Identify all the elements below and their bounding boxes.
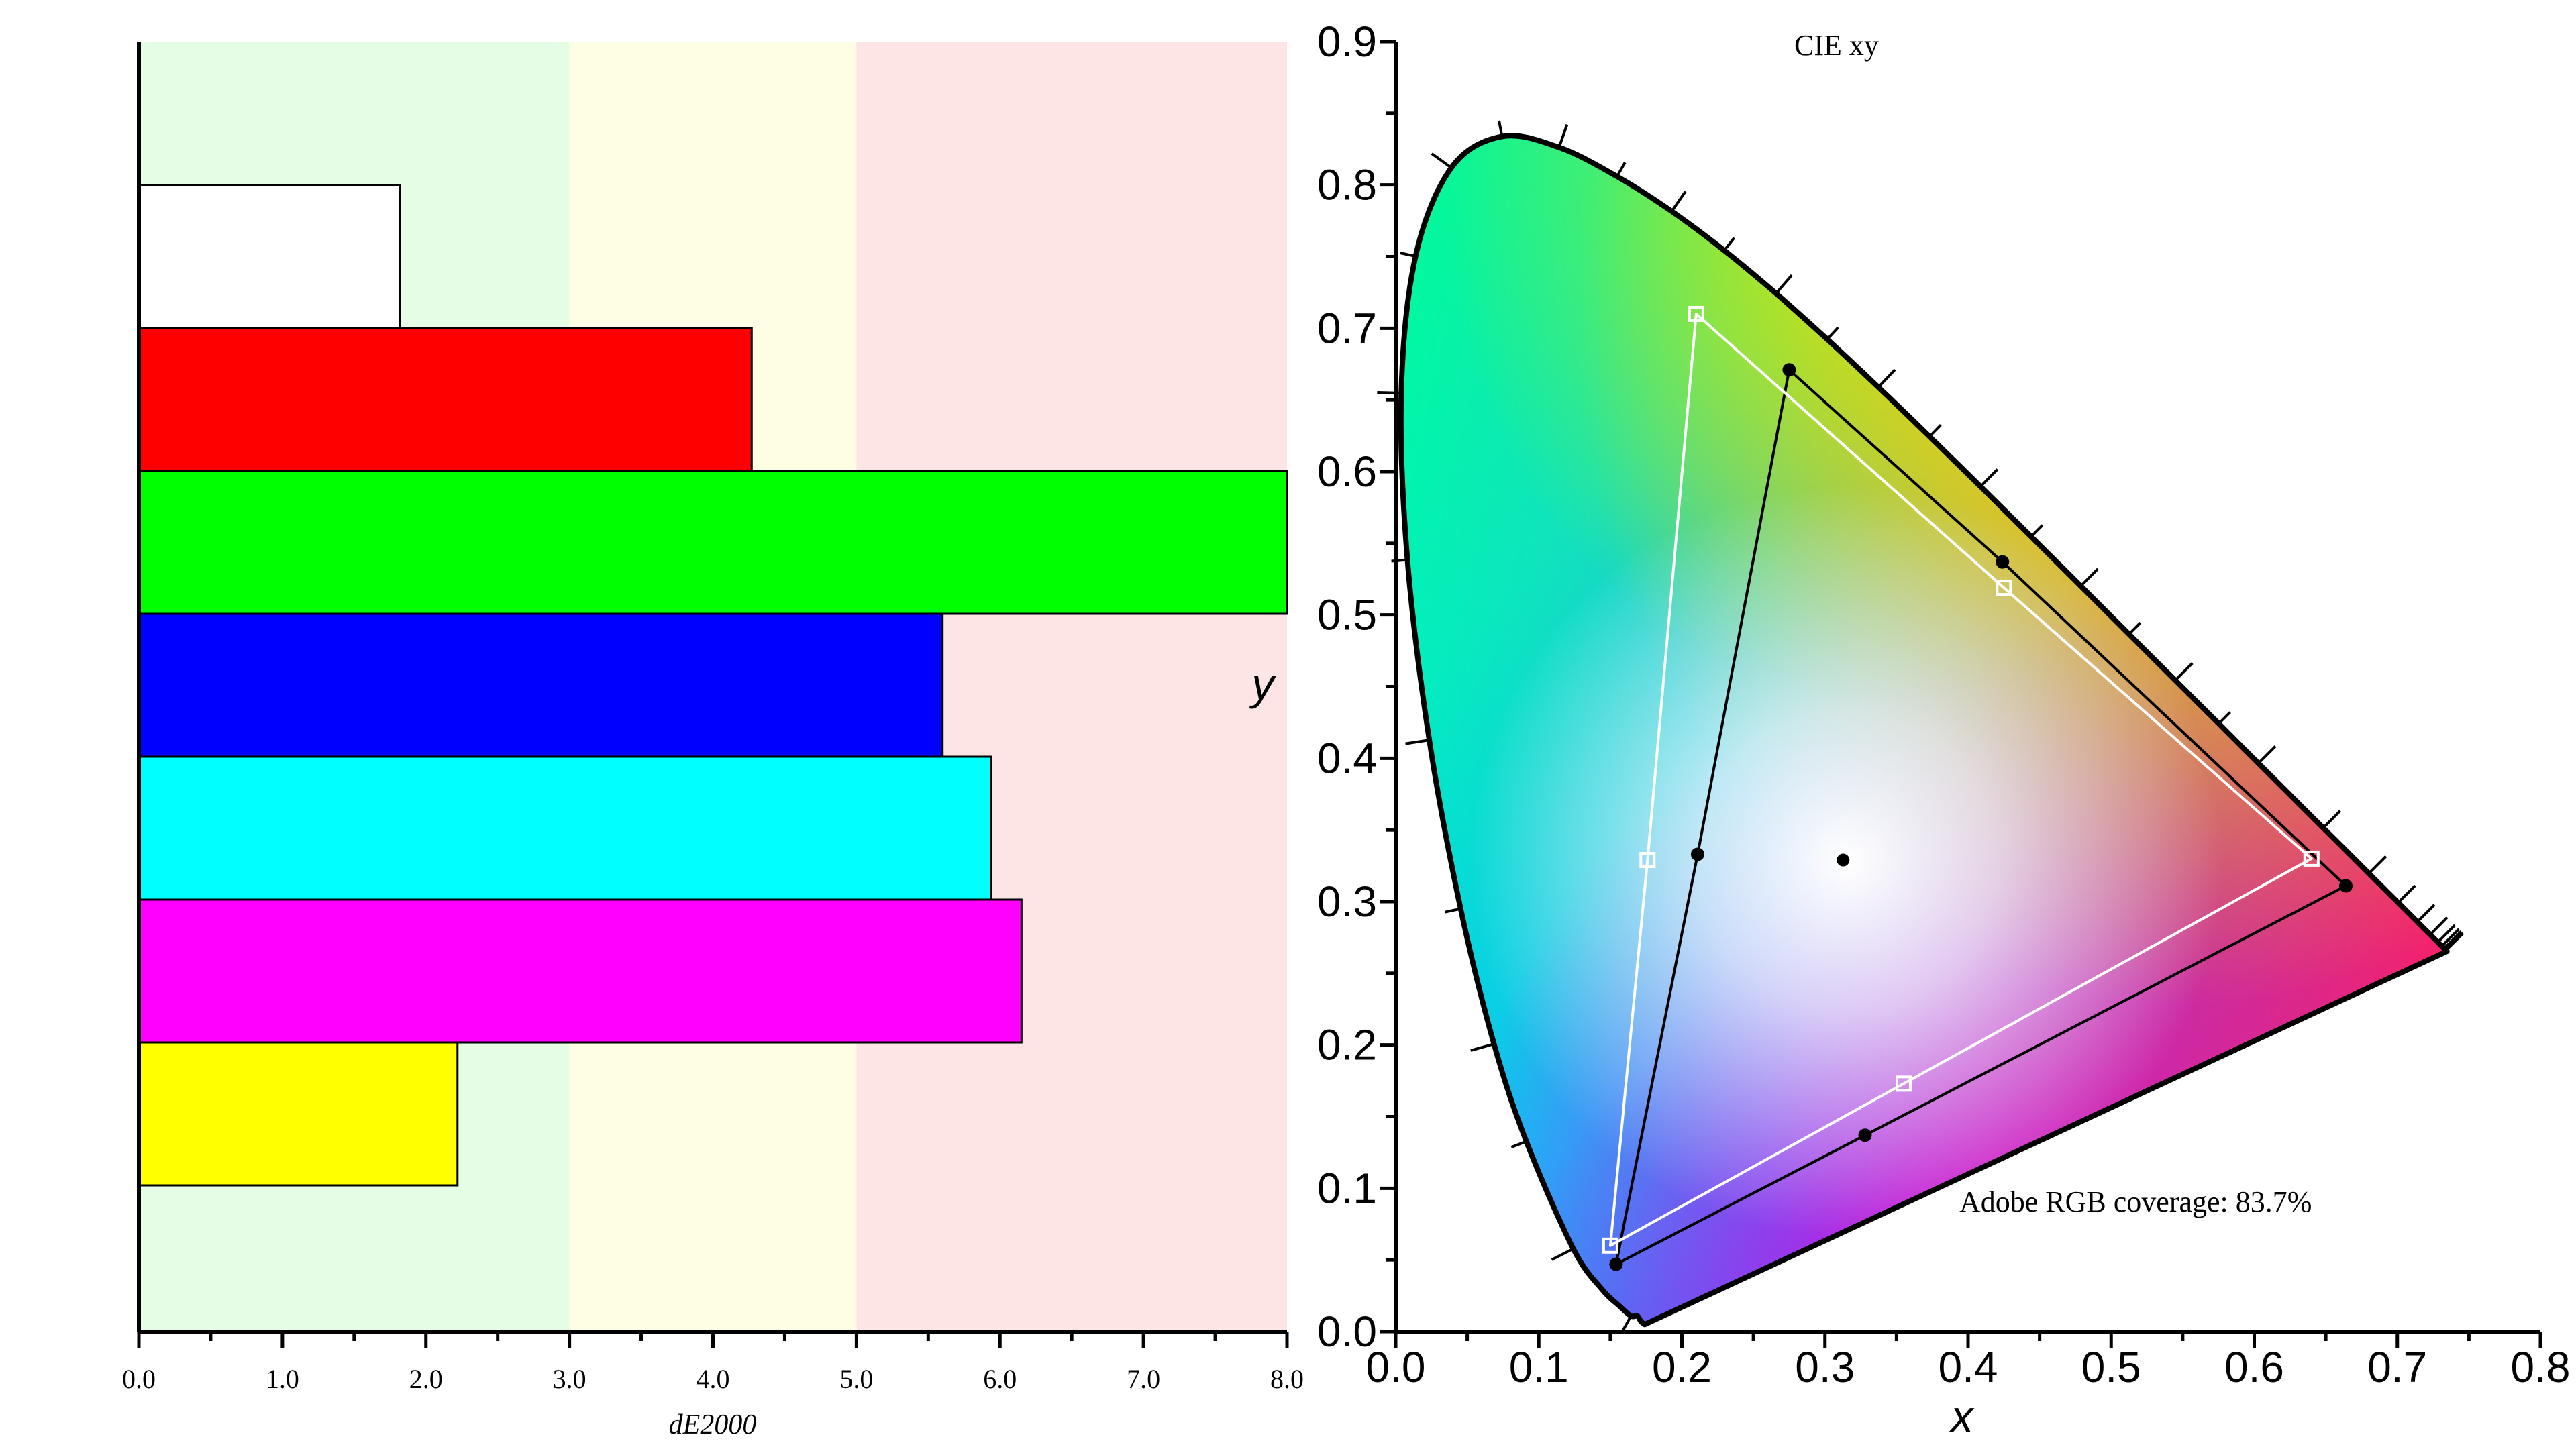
series-0-point-4	[1609, 1257, 1623, 1271]
series-1-point-1	[1996, 580, 2012, 596]
cie-y-tick-label: 0.8	[1317, 161, 1377, 209]
series-1-point-5	[1639, 852, 1656, 869]
locus-tick	[2429, 916, 2449, 936]
bar-4	[138, 755, 992, 901]
cie-x-tick-label: 0.3	[1795, 1343, 1855, 1391]
bar-x-tick-label: 3.0	[553, 1364, 586, 1394]
locus-tick	[1557, 124, 1569, 148]
cie-y-tick-labels: 0.0 0.1 0.2 0.3 0.4 0.5 0.6 0.7 0.8 0.9	[1317, 17, 1377, 1356]
bar-0	[138, 184, 401, 329]
cie-y-tick-label: 0.5	[1317, 591, 1377, 639]
cie-y-tick-label: 0.4	[1317, 734, 1377, 782]
series-1-point-2	[2303, 850, 2320, 867]
series-0-point-2	[2338, 879, 2353, 893]
locus-tick	[1498, 120, 1504, 137]
series-1-point-0	[1688, 305, 1704, 322]
locus-tick	[2397, 884, 2416, 904]
locus-tick	[1877, 368, 1896, 388]
gamut-fill	[1400, 136, 2447, 1325]
series-0-point-1	[1996, 555, 2010, 569]
series-0-point-3	[1858, 1128, 1872, 1142]
series-1-point-4	[1602, 1237, 1618, 1254]
locus-tick	[1470, 1042, 1495, 1052]
locus-tick	[1775, 274, 1793, 294]
white-point-marker	[1835, 851, 1852, 869]
cie-x-tick-label: 0.8	[2511, 1343, 2571, 1391]
cie-x-tick-label: 0.1	[1509, 1343, 1569, 1391]
locus-tick	[1444, 907, 1461, 914]
cie-y-tick-label: 0.0	[1317, 1307, 1377, 1356]
series-0-point-5	[1690, 847, 1704, 861]
locus-tick	[1616, 162, 1627, 178]
cie-axes	[1380, 40, 2542, 1348]
cie-y-axis-label: y	[1249, 659, 1277, 709]
locus-tick	[2128, 621, 2142, 635]
series-1-point-3	[1896, 1075, 1912, 1092]
locus-tick	[2416, 904, 2436, 923]
locus-tick	[1510, 1140, 1527, 1148]
bar-x-tick-label: 0.0	[122, 1364, 156, 1394]
bar-x-tick-label: 6.0	[983, 1364, 1017, 1394]
locus-tick	[1670, 191, 1687, 213]
de2000-bar-chart: 0.0 1.0 2.0 3.0 4.0 5.0 6.0 7.0 8.0 dE2000	[122, 42, 1304, 1440]
series-1-outline	[1608, 313, 2313, 1247]
bar-x-tick-label: 5.0	[839, 1364, 873, 1394]
spectral-locus-ticks	[1377, 120, 2465, 1331]
cie-x-tick-label: 0.0	[1366, 1343, 1426, 1391]
bar-x-tick-label: 7.0	[1127, 1364, 1160, 1394]
series-0-point-0	[1782, 363, 1796, 377]
locus-tick	[2257, 745, 2277, 765]
locus-tick	[2436, 924, 2456, 943]
cie-y-tick-label: 0.7	[1317, 304, 1377, 352]
cie-x-tick-label: 0.7	[2367, 1343, 2427, 1391]
bar-x-tick-label: 2.0	[409, 1364, 443, 1394]
locus-tick	[1551, 1247, 1574, 1261]
cie-x-tick-labels: 0.0 0.1 0.2 0.3 0.4 0.5 0.6 0.7 0.8	[1366, 1343, 2571, 1391]
locus-tick	[2440, 928, 2460, 947]
cie-y-tick-label: 0.1	[1317, 1164, 1377, 1212]
bar-3	[138, 612, 944, 758]
cie-series	[1602, 305, 2353, 1271]
locus-tick	[1928, 424, 1942, 438]
cie-x-axis-label: x	[1949, 1391, 1975, 1441]
cie-y-tick-label: 0.6	[1317, 447, 1377, 496]
bar-1	[138, 327, 753, 472]
cie-y-tick-label: 0.9	[1317, 17, 1377, 66]
locus-tick	[2218, 711, 2231, 725]
locus-tick	[1723, 237, 1736, 252]
cie-x-tick-label: 0.4	[1939, 1343, 1998, 1391]
locus-tick	[2443, 930, 2463, 950]
locus-tick	[2030, 524, 2044, 538]
bar-chart-x-tick-labels: 0.0 1.0 2.0 3.0 4.0 5.0 6.0 7.0 8.0	[122, 1364, 1304, 1394]
locus-tick	[1405, 739, 1430, 745]
cie-x-tick-label: 0.2	[1652, 1343, 1712, 1391]
cie-chart-title: CIE xy	[1794, 29, 1879, 62]
cie-xy-chart: 0.0 0.1 0.2 0.3 0.4 0.5 0.6 0.7 0.8 0.0 0.1 0.2 0.3…	[1249, 17, 2571, 1441]
bar-x-tick-label: 4.0	[697, 1364, 730, 1394]
bars	[138, 184, 1288, 1187]
locus-tick	[1399, 251, 1416, 258]
cie-x-tick-label: 0.6	[2224, 1343, 2284, 1391]
cie-y-tick-label: 0.3	[1317, 877, 1377, 926]
coverage-annotation: Adobe RGB coverage: 83.7%	[1959, 1185, 2312, 1218]
locus-tick	[1431, 152, 1453, 169]
cie-y-tick-label: 0.2	[1317, 1021, 1377, 1069]
bar-chart-x-axis-label: dE2000	[669, 1409, 757, 1440]
locus-tick	[1979, 468, 1999, 488]
bar-5	[138, 898, 1023, 1044]
locus-tick	[2079, 568, 2099, 587]
locus-tick	[1622, 1315, 1633, 1331]
bar-chart-x-ticks	[137, 1332, 1289, 1348]
bar-2	[138, 470, 1288, 615]
locus-tick	[1826, 326, 1839, 341]
locus-tick	[2322, 810, 2342, 829]
bar-6	[138, 1041, 459, 1187]
locus-tick	[2174, 662, 2194, 682]
bar-x-tick-label: 1.0	[266, 1364, 299, 1394]
cie-x-tick-label: 0.5	[2081, 1343, 2141, 1391]
locus-tick	[2444, 932, 2465, 952]
locus-tick	[2367, 855, 2387, 875]
bar-x-tick-label: 8.0	[1270, 1364, 1304, 1394]
